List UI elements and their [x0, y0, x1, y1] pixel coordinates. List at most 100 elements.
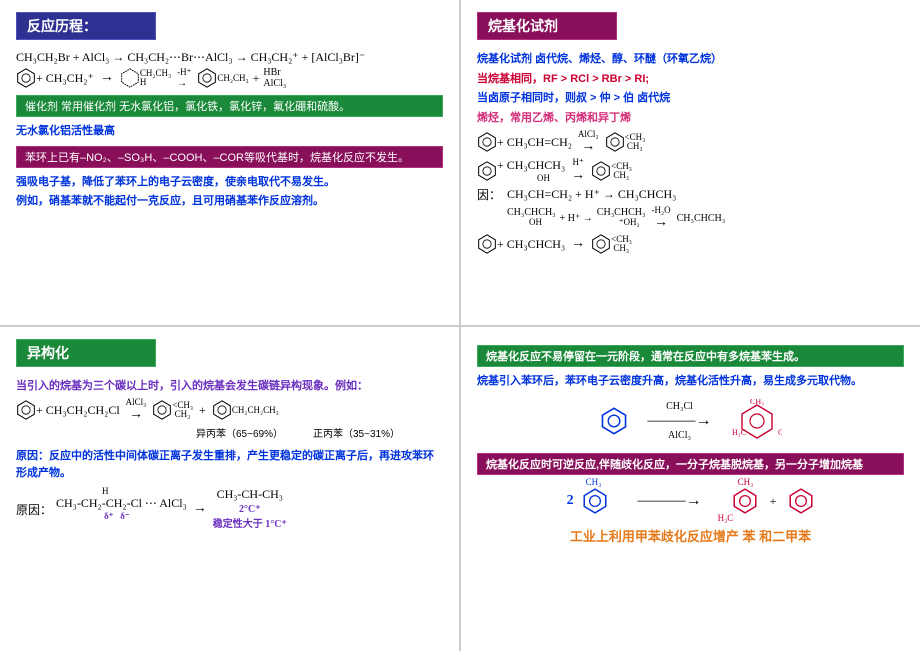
p3-p1b: CH₃ — [175, 409, 191, 419]
benzene-icon — [605, 131, 625, 153]
p3-eq1-cat: AlCl₃ — [126, 397, 147, 407]
benzene-icon — [477, 233, 497, 255]
arrow-icon: → — [94, 70, 120, 86]
p2-eq2-mid-wrap: + CH₃CHCH₃ OH — [497, 159, 565, 183]
p2-eq1-prod: <CH₃ CH₃ — [625, 133, 646, 151]
p4-eq1-ca: CH₃Cl — [648, 401, 712, 412]
p2-eq3b-oh2: ⁺OH₂ — [597, 217, 640, 227]
p2-eq4: + CH₃CHCH₃ → <CH₃ CH₃ — [477, 233, 904, 255]
benzene-icon — [197, 67, 217, 89]
p3-eq1: + CH₃CH₂CH₂Cl AlCl₃→ <CH₃ CH₃ + CH₂CH₂CH… — [16, 397, 443, 423]
p4-eq1: CH₃Cl ———→ AlCl₃ CH₃ CH₃ H₃C — [477, 399, 904, 443]
p2-eq1-mid: + CH₃CH=CH₂ — [497, 135, 572, 150]
p2-line4: 烯烃，常用乙烯、丙烯和异丁烯 — [477, 110, 904, 127]
trimethylbenzene: CH₃ CH₃ H₃C — [732, 399, 782, 443]
p3-eq2-deltas: δ⁺ δ⁻ — [56, 511, 130, 521]
p2-eq2-cat: H⁺ — [571, 157, 585, 168]
panel-top-left: 反应历程： CH₃CH₂Br + AlCl₃ → CH₃CH₂⋯Br⋯AlCl₃… — [0, 0, 459, 325]
p1-eq2-arrow: -H⁺ — [177, 67, 191, 77]
p3-prod1-name: 异丙苯（65~69%） — [196, 425, 283, 440]
p3-cause: 原因： — [16, 501, 56, 518]
panel-bottom-left: 异构化 当引入的烷基为三个碳以上时，引入的烷基会发生碳链异构现象。例如： + C… — [0, 327, 459, 651]
arrow-icon: CH₃Cl ———→ AlCl₃ — [628, 401, 732, 441]
benzene-icon — [477, 160, 497, 182]
p2-because: 因： — [477, 186, 507, 203]
benzene-icon — [212, 399, 232, 421]
arrow-icon: -H₂O→ — [645, 205, 676, 231]
p2-eq3b-right: CH₃CHCH₃ — [677, 213, 726, 224]
p4-eq2-sb: H₃C — [718, 513, 734, 523]
plus-icon: + — [758, 494, 789, 509]
arrow-icon: H⁺→ — [565, 157, 591, 184]
svg-text:H₃C: H₃C — [732, 428, 746, 437]
p3-line2: 原因：反应中的活性中间体碳正离子发生重排，产生更稳定的碳正离子后，再进攻苯环形成… — [16, 448, 443, 481]
benzene-icon: + — [120, 67, 140, 89]
svg-text:CH₃: CH₃ — [750, 399, 764, 406]
p1-eq2-mid: CH₂CH₃ H — [140, 69, 171, 87]
p2-line3: 当卤原子相同时，则叔 > 仲 > 伯 卤代烷 — [477, 90, 904, 107]
benzene-icon — [591, 233, 611, 255]
arrow-icon: AlCl₃→ — [120, 397, 153, 423]
p2-eq3b-m: CH₃CHCH₃ ⁺OH₂ — [597, 208, 646, 228]
p3-prod2-name: 正丙苯（35~31%） — [313, 425, 400, 440]
benzene-icon — [16, 67, 36, 89]
p4-band2: 烷基化反应时可逆反应,伴随歧化反应，一分子烷基脱烷基，另一分子增加烷基 — [477, 453, 904, 475]
arrow-icon: → — [565, 236, 591, 252]
p1-eq2-plus: + — [249, 71, 264, 86]
p4-band1: 烷基化反应不易停留在一元阶段，通常在反应中有多烷基苯生成。 — [477, 345, 904, 367]
p1-eq2-hbr: HBr — [263, 67, 280, 78]
p2-eq1-cat: AlCl₃ — [578, 129, 599, 139]
p3-eq2-charge: 2°C⁺ — [239, 504, 261, 515]
p1-line2: 强吸电子基，降低了苯环上的电子云密度，使亲电取代不易发生。 — [16, 174, 443, 191]
p3-eq1-mid: + CH₃CH₂CH₂Cl — [36, 403, 120, 418]
benzene-icon — [582, 487, 608, 515]
benzene-icon — [732, 487, 758, 515]
p2-eq3b-loss: -H₂O — [651, 205, 670, 215]
panel-top-right: 烷基化试剂 烷基化试剂 卤代烷、烯烃、醇、环醚（环氧乙烷） 当烷基相同，RF >… — [461, 0, 920, 325]
arrow-label: -H⁺→ — [171, 67, 197, 89]
p2-eq4-prod: <CH₃ CH₃ — [611, 235, 632, 253]
p2-eq3a-text: CH₃CH=CH₂ + H⁺ → CH₃CHCH₃ — [507, 187, 676, 202]
p4-eq2-sub: CH₃ — [586, 477, 602, 487]
p3-d2: δ⁻ — [120, 511, 129, 521]
p2-line2: 当烷基相同，RF > RCl > RBr > RI; — [477, 71, 904, 88]
p2-eq2-oh: OH — [497, 173, 550, 183]
p1-eq1: CH₃CH₂Br + AlCl₃ → CH₃CH₂⋯Br⋯AlCl₃ → CH₃… — [16, 50, 443, 65]
p3-names: 异丙苯（65~69%） 正丙苯（35~31%） — [16, 425, 443, 440]
p3-eq2-note: 稳定性大于 1°C⁺ — [213, 519, 287, 530]
p4-eq2: 2 CH₃ ———→ CH₃ H₃C + — [477, 487, 904, 515]
p1-eq2-tail: HBr AlCl₃ — [263, 67, 286, 89]
panel3-title: 异构化 — [16, 339, 156, 367]
xylene: CH₃ H₃C — [732, 487, 758, 515]
p4-eq1-cb: AlCl₃ — [648, 430, 712, 441]
p2-line1: 烷基化试剂 卤代烷、烯烃、醇、环醚（环氧乙烷） — [477, 51, 904, 68]
p3-eq2-right: CH₃-CH-CH₃ — [217, 487, 283, 501]
panel-bottom-right: 烷基化反应不易停留在一元阶段，通常在反应中有多烷基苯生成。 烷基引入苯环后，苯环… — [461, 327, 920, 651]
benzene-icon — [16, 399, 36, 421]
p2-eq1-sb: CH₃ — [627, 141, 643, 151]
p4-line1: 烷基引入苯环后，苯环电子云密度升高，烷基化活性升高，易生成多元取代物。 — [477, 373, 904, 390]
p1-eq2-left: + CH₃CH₂⁺ — [36, 71, 94, 86]
arrow-icon: → — [187, 501, 213, 517]
toluene: CH₃ — [582, 487, 608, 515]
p1-eq2-alcl3: AlCl₃ — [263, 78, 286, 89]
p1-eq2: + CH₃CH₂⁺ → + CH₂CH₃ H -H⁺→ CH₂CH₃ + HBr… — [16, 67, 443, 89]
p1-band2: 苯环上已有–NO₂、–SO₃H、–COOH、–COR等吸代基时，烷基化反应不发生… — [16, 146, 443, 168]
p3-d1: δ⁺ — [104, 511, 113, 521]
p4-eq2-coef: 2 — [567, 493, 582, 509]
p1-line3: 例如，硝基苯就不能起付一克反应，且可用硝基苯作反应溶剂。 — [16, 193, 443, 210]
p2-eq4-mid: + CH₃CHCH₃ — [497, 237, 565, 252]
p2-eq2: + CH₃CHCH₃ OH H⁺→ <CH₃ CH₃ — [477, 157, 904, 184]
p2-eq3b: CH₃CHCH₃ OH + H⁺ → CH₃CHCH₃ ⁺OH₂ -H₂O→ C… — [477, 205, 904, 231]
p3-eq2-left-wrap: H CH₃-CH₂-CH₂-Cl ⋯ AlCl₃ δ⁺ δ⁻ — [56, 497, 187, 521]
benzene-icon — [477, 131, 497, 153]
p2-eq3a: 因： CH₃CH=CH₂ + H⁺ → CH₃CHCH₃ — [477, 186, 904, 203]
benzene-icon — [600, 406, 628, 436]
p4-line2: 工业上利用甲苯歧化反应增产 苯 和二甲苯 — [477, 527, 904, 547]
panel2-title: 烷基化试剂 — [477, 12, 617, 40]
p3-p2: CH₂CH₂CH₃ — [232, 405, 279, 415]
svg-text:CH₃: CH₃ — [778, 428, 782, 437]
p3-eq2-right-wrap: CH₃-CH-CH₃ 2°C⁺ 稳定性大于 1°C⁺ — [213, 487, 287, 531]
benzene-icon — [152, 399, 172, 421]
benzene-icon — [788, 487, 814, 515]
